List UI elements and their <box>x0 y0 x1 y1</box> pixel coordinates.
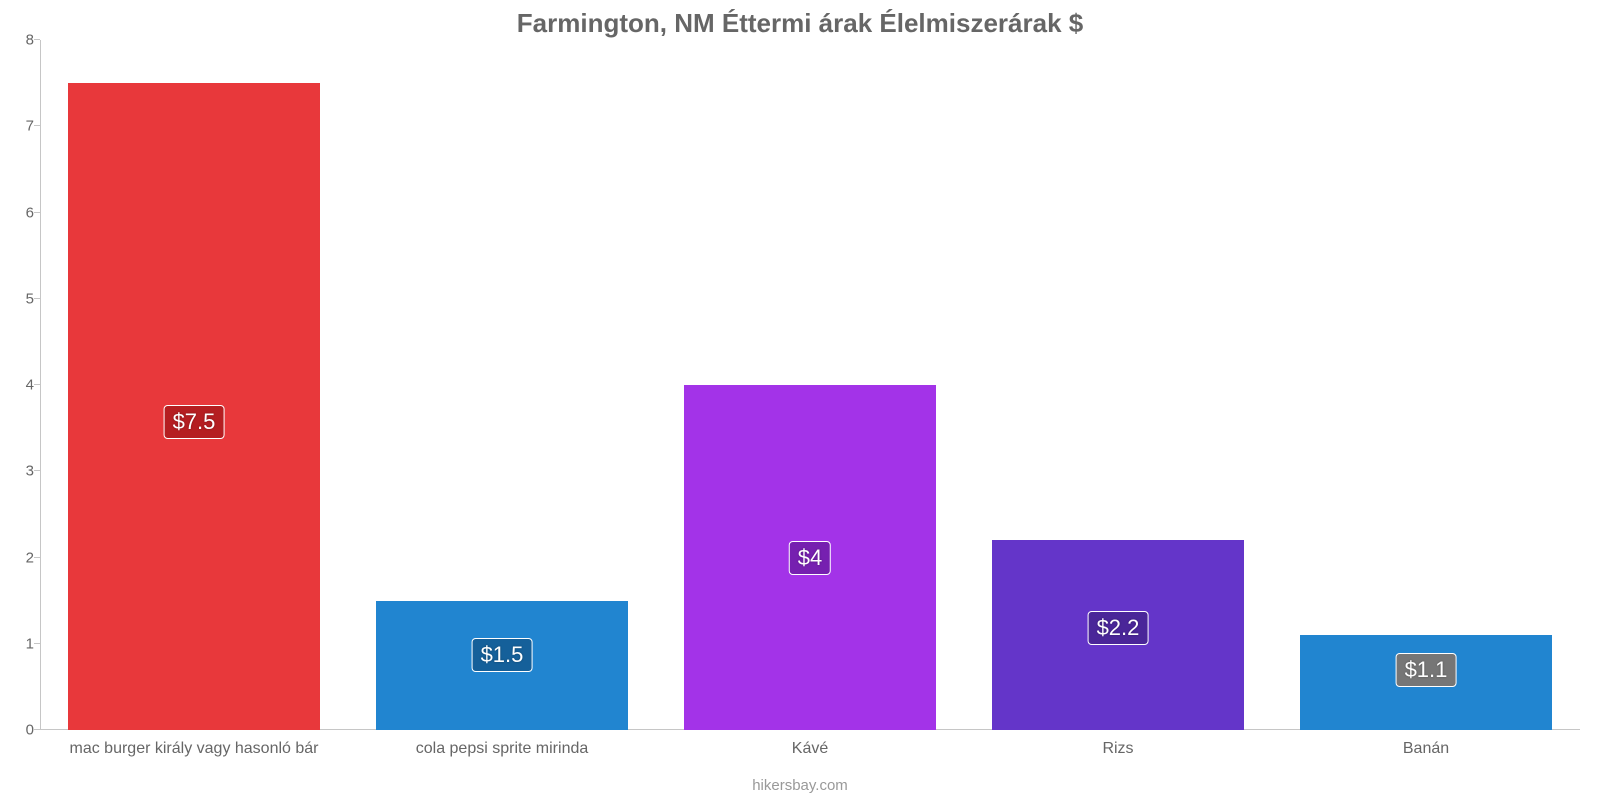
y-tick-label: 8 <box>10 32 34 49</box>
bar-value-label: $7.5 <box>164 405 225 439</box>
x-category-label: mac burger király vagy hasonló bár <box>69 740 318 758</box>
y-tick-label: 6 <box>10 204 34 221</box>
bar: $1.5 <box>376 601 629 730</box>
bar-value-label: $1.5 <box>472 638 533 672</box>
y-tick-label: 5 <box>10 290 34 307</box>
x-category-label: Rizs <box>1102 740 1133 758</box>
bar-slot: $1.5cola pepsi sprite mirinda <box>348 40 656 730</box>
x-category-label: Banán <box>1403 740 1449 758</box>
y-tick-label: 3 <box>10 463 34 480</box>
bar-value-label: $4 <box>789 541 831 575</box>
x-category-label: cola pepsi sprite mirinda <box>416 740 589 758</box>
y-tick-label: 1 <box>10 635 34 652</box>
x-category-label: Kávé <box>792 740 828 758</box>
bar-value-label: $2.2 <box>1088 611 1149 645</box>
bar: $7.5 <box>68 83 321 730</box>
y-tick-label: 4 <box>10 377 34 394</box>
y-tick-label: 7 <box>10 118 34 135</box>
y-tick-label: 2 <box>10 549 34 566</box>
bars-group: $7.5mac burger király vagy hasonló bár$1… <box>40 40 1580 730</box>
bar: $2.2 <box>992 540 1245 730</box>
bar: $1.1 <box>1300 635 1553 730</box>
y-tick-label: 0 <box>10 722 34 739</box>
bar-value-label: $1.1 <box>1396 653 1457 687</box>
chart-title: Farmington, NM Éttermi árak Élelmiszerár… <box>0 8 1600 39</box>
bar-slot: $7.5mac burger király vagy hasonló bár <box>40 40 348 730</box>
bar-slot: $4Kávé <box>656 40 964 730</box>
bar-slot: $1.1Banán <box>1272 40 1580 730</box>
bar-slot: $2.2Rizs <box>964 40 1272 730</box>
bar: $4 <box>684 385 937 730</box>
credit-text: hikersbay.com <box>0 777 1600 794</box>
plot-area: 012345678 $7.5mac burger király vagy has… <box>40 40 1580 730</box>
chart-container: Farmington, NM Éttermi árak Élelmiszerár… <box>0 0 1600 800</box>
